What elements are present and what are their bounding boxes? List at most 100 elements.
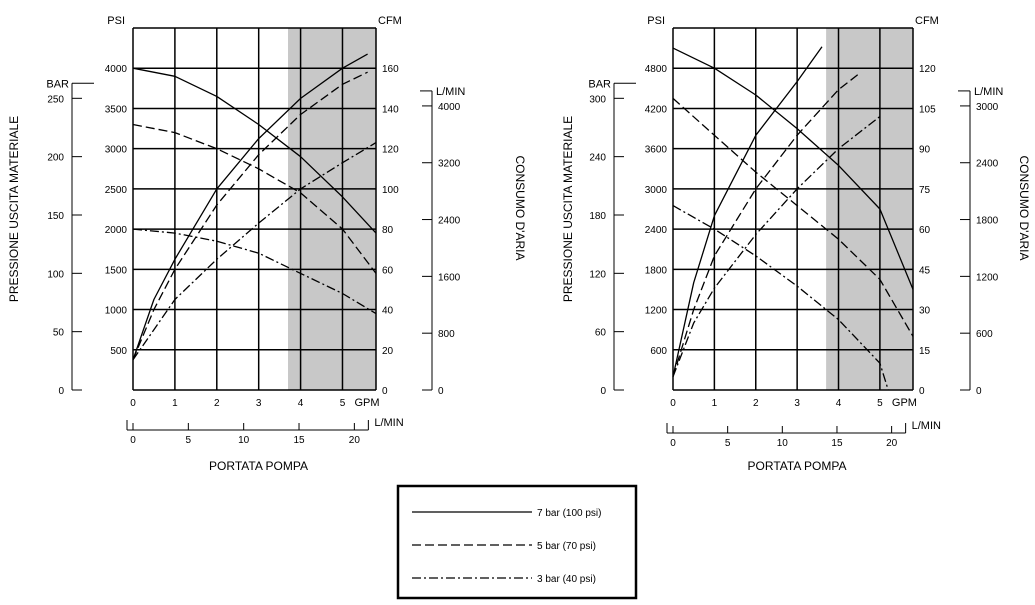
air-lmin-tick-label: 3000	[976, 102, 999, 113]
air-lmin-tick-label: 1200	[976, 272, 999, 283]
flow-lmin-tick-label: 0	[670, 438, 676, 449]
psi-tick-label: 3500	[105, 104, 128, 115]
flow-lmin-tick-label: 20	[886, 438, 898, 449]
cfm-tick-label: 80	[382, 225, 394, 236]
air-lmin-tick-label: 3200	[438, 159, 461, 170]
cfm-tick-label: 0	[919, 386, 925, 397]
air-lmin-tick-label: 2400	[438, 216, 461, 227]
gpm-tick-label: 5	[340, 398, 346, 409]
gpm-tick-label: 5	[877, 398, 883, 409]
x-axis-title: PORTATA POMPA	[209, 459, 308, 473]
cfm-tick-label: 60	[382, 265, 394, 276]
bar-unit-label: BAR	[588, 78, 611, 90]
bar-tick-label: 200	[47, 153, 64, 164]
gpm-tick-label: 3	[794, 398, 800, 409]
flow-lmin-tick-label: 5	[725, 438, 731, 449]
flow-lmin-tick-label: 10	[777, 438, 789, 449]
bar-tick-label: 100	[47, 269, 64, 280]
air-lmin-tick-label: 2400	[976, 159, 999, 170]
gpm-tick-label: 0	[130, 398, 136, 409]
bar-tick-label: 180	[589, 211, 606, 222]
psi-unit-label: PSI	[647, 15, 665, 27]
bar-tick-label: 60	[595, 328, 607, 339]
bar-tick-label: 150	[47, 211, 64, 222]
psi-tick-label: 2500	[105, 185, 128, 196]
flow-lmin-tick-label: 20	[349, 435, 361, 446]
cfm-tick-label: 20	[382, 346, 394, 357]
y-axis-title-left: PRESSIONE USCITA MATERIALE	[561, 116, 575, 302]
air-lmin-unit-label: L/MIN	[974, 86, 1003, 98]
bar-tick-label: 0	[58, 386, 64, 397]
bar-tick-label: 300	[589, 94, 606, 105]
cfm-tick-label: 75	[919, 185, 931, 196]
cfm-tick-label: 30	[919, 306, 931, 317]
fluid-pressure-line-0	[132, 67, 377, 234]
air-lmin-tick-label: 600	[976, 329, 993, 340]
cfm-tick-label: 140	[382, 104, 399, 115]
bar-tick-label: 120	[589, 269, 606, 280]
gpm-tick-label: 4	[298, 398, 304, 409]
psi-tick-label: 4200	[645, 104, 668, 115]
bar-unit-label: BAR	[46, 78, 69, 90]
cfm-tick-label: 160	[382, 64, 399, 75]
y-axis-title-left: PRESSIONE USCITA MATERIALE	[7, 116, 21, 302]
cfm-tick-label: 45	[919, 265, 931, 276]
gpm-tick-label: 2	[753, 398, 759, 409]
cfm-unit-label: CFM	[378, 15, 402, 27]
air-lmin-tick-label: 4000	[438, 102, 461, 113]
legend-label-0: 7 bar (100 psi)	[537, 508, 601, 519]
gpm-tick-label: 0	[670, 398, 676, 409]
legend-label-2: 3 bar (40 psi)	[537, 574, 596, 585]
cfm-tick-label: 120	[382, 145, 399, 156]
cfm-tick-label: 90	[919, 145, 931, 156]
x-axis-title: PORTATA POMPA	[748, 459, 847, 473]
fluid-pressure-line-2	[672, 205, 889, 391]
y-axis-title-right: CONSUMO D'ARIA	[513, 156, 527, 261]
cfm-tick-label: 0	[382, 386, 388, 397]
psi-tick-label: 1800	[645, 265, 668, 276]
cfm-tick-label: 120	[919, 64, 936, 75]
air-lmin-tick-label: 1800	[976, 216, 999, 227]
gpm-unit-label: GPM	[892, 397, 917, 409]
air-consumption-line-2	[132, 142, 377, 361]
air-lmin-tick-label: 1600	[438, 272, 461, 283]
bar-tick-label: 250	[47, 94, 64, 105]
fluid-pressure-line-2	[132, 228, 377, 315]
psi-tick-label: 4000	[105, 64, 128, 75]
cfm-tick-label: 60	[919, 225, 931, 236]
gpm-tick-label: 1	[712, 398, 718, 409]
cfm-unit-label: CFM	[915, 15, 939, 27]
gpm-unit-label: GPM	[354, 397, 379, 409]
psi-tick-label: 3000	[645, 185, 668, 196]
psi-tick-label: 4800	[645, 64, 668, 75]
bar-tick-label: 240	[589, 153, 606, 164]
psi-tick-label: 3600	[645, 145, 668, 156]
fluid-pressure-line-1	[132, 123, 377, 274]
air-lmin-tick-label: 0	[438, 386, 444, 397]
bar-tick-label: 0	[600, 386, 606, 397]
y-axis-title-right: CONSUMO D'ARIA	[1017, 156, 1031, 261]
flow-lmin-tick-label: 0	[130, 435, 136, 446]
psi-tick-label: 600	[650, 346, 667, 357]
air-consumption-line-2	[672, 115, 881, 377]
fluid-pressure-line-1	[672, 97, 914, 337]
gpm-tick-label: 4	[836, 398, 842, 409]
gpm-tick-label: 2	[214, 398, 220, 409]
flow-lmin-tick-label: 10	[238, 435, 250, 446]
flow-lmin-unit-label: L/MIN	[374, 417, 403, 429]
psi-tick-label: 3000	[105, 145, 128, 156]
air-consumption-line-1	[132, 71, 368, 361]
air-consumption-line-1	[672, 73, 860, 377]
flow-lmin-tick-label: 15	[831, 438, 843, 449]
psi-tick-label: 1000	[105, 306, 128, 317]
chart-right: 6001200180024003000360042004800PSI015304…	[561, 15, 1031, 473]
gpm-tick-label: 3	[256, 398, 262, 409]
psi-tick-label: 2000	[105, 225, 128, 236]
cfm-tick-label: 40	[382, 306, 394, 317]
legend-label-1: 5 bar (70 psi)	[537, 541, 596, 552]
legend: 7 bar (100 psi) 5 bar (70 psi) 3 bar (40 p…	[396, 484, 638, 600]
legend-box	[396, 484, 638, 600]
cfm-tick-label: 105	[919, 104, 936, 115]
cfm-tick-label: 15	[919, 346, 931, 357]
air-lmin-tick-label: 800	[438, 329, 455, 340]
